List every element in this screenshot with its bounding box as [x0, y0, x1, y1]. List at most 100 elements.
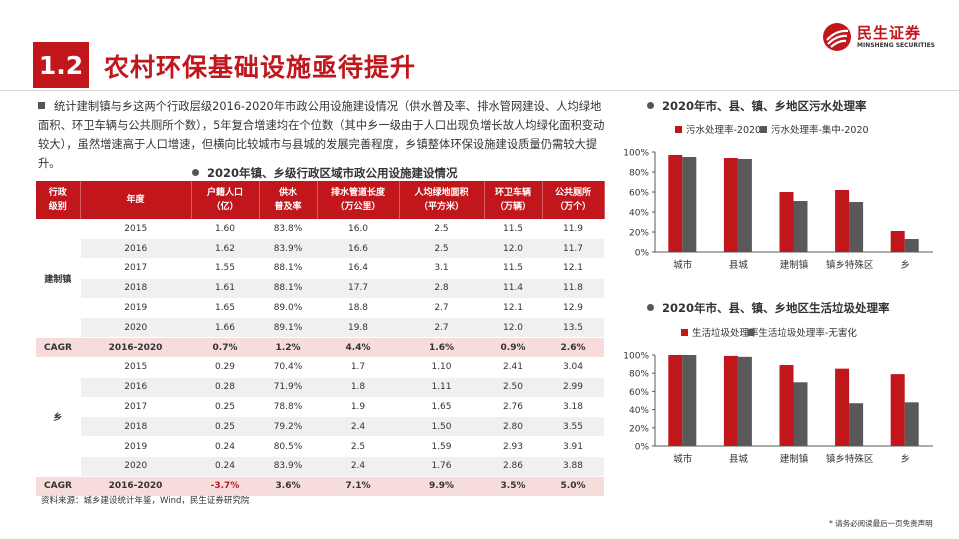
dot-bullet-icon: [192, 169, 199, 176]
table-cell: 89.1%: [259, 317, 317, 339]
legend-swatch: [675, 126, 682, 133]
table-header-text: 年度: [126, 195, 145, 205]
table-cell: 2.93: [484, 436, 542, 458]
chart1-title-text: 2020年市、县、镇、乡地区污水处理率: [662, 99, 867, 113]
bar: [779, 192, 794, 252]
table-cell: 1.55: [191, 258, 259, 279]
cagr-cell: 2.6%: [542, 337, 604, 359]
table-cell: 2017: [80, 397, 191, 418]
table-cell: 83.9%: [259, 238, 317, 260]
table-row: 2016 1.62 83.9% 16.6 2.5 12.0 11.7: [36, 238, 604, 260]
table-cell: 2015: [80, 219, 191, 240]
table-cell: 11.5: [484, 258, 542, 279]
table-cell: 0.28: [191, 377, 259, 398]
cagr-cell: -3.7%: [191, 476, 259, 497]
y-tick-label: 40%: [629, 406, 649, 416]
table-cell: 3.18: [542, 397, 604, 418]
table-row: 2016 0.28 71.9% 1.8 1.11 2.50 2.99: [36, 377, 604, 398]
intro-text: 统计建制镇与乡这两个行政层级2016-2020年市政公用设施建设情况（供水普及率…: [38, 100, 605, 170]
x-category-label: 县城: [729, 260, 749, 271]
table-cell: 3.88: [542, 456, 604, 477]
x-category-label: 城市: [673, 259, 693, 271]
legend-swatch: [760, 126, 767, 133]
y-tick-label: 20%: [629, 424, 649, 434]
sewage-treatment-chart: 污水处理率-2020 污水处理率-集中-2020 0% 20% 40% 60% 80% 100…: [623, 124, 933, 271]
x-category-label: 城市: [673, 453, 693, 465]
table-cell: 2.5: [399, 219, 484, 240]
table-header-text: （万公里）: [335, 202, 381, 212]
bar: [793, 201, 808, 252]
table-cell: 19.8: [317, 317, 399, 339]
table-cell: 1.59: [399, 436, 484, 458]
table-cell: 11.5: [484, 219, 542, 240]
table-cell: 2.5: [399, 238, 484, 260]
table-cell: 2.4: [317, 456, 399, 477]
cagr-cell: CAGR: [36, 337, 80, 359]
table-cell: 16.0: [317, 219, 399, 240]
table-row: 2018 1.61 88.1% 17.7 2.8 11.4 11.8: [36, 278, 604, 299]
bar: [668, 155, 683, 252]
table-row: 建制镇 2015 1.60 83.8% 16.0 2.5 11.5 11.9: [36, 219, 604, 339]
table-cell: 2.86: [484, 456, 542, 477]
y-tick-label: 60%: [629, 189, 649, 199]
table-cell: 2.76: [484, 397, 542, 418]
bar: [890, 231, 905, 252]
table-cell: 1.8: [317, 377, 399, 398]
table-cell: 2.5: [317, 436, 399, 458]
table-header-cell: 供水 普及率: [259, 181, 318, 219]
table-cell: 16.6: [317, 238, 399, 260]
x-category-label: 乡: [900, 260, 910, 271]
table-cell: 89.0%: [259, 298, 317, 319]
table-cell: 88.1%: [259, 258, 317, 279]
table-cell: 2020: [80, 317, 191, 339]
disclaimer-note: * 请务必阅读最后一页免责声明: [829, 519, 933, 528]
table-cell: 0.25: [191, 397, 259, 418]
table-cell: 12.0: [484, 317, 542, 339]
table-cell: 2019: [80, 436, 191, 458]
table-cell: 2018: [80, 278, 191, 299]
table-row: 2020 0.24 83.9% 2.4 1.76 2.86 3.88: [36, 456, 604, 477]
logo-text-cn: 民生证券: [857, 23, 922, 42]
bar: [682, 355, 697, 446]
table-cell: 2016: [80, 377, 191, 398]
bar: [737, 159, 752, 252]
section-number-badge: 1.2: [33, 42, 89, 88]
legend-label: 污水处理率-2020: [686, 124, 761, 136]
table-cell: 71.9%: [259, 377, 317, 398]
table-cell: 2.4: [317, 416, 399, 438]
table-header-row: 行政 级别 年度 户籍人口 （亿） 供水 普及率 排水管道长度 （万公里） 人均绿地面积 （平方米）…: [36, 181, 605, 219]
cagr-cell: 4.4%: [317, 337, 399, 359]
bar: [793, 382, 808, 446]
cagr-cell: 9.9%: [399, 476, 484, 497]
table-row: 2019 1.65 89.0% 18.8 2.7 12.1 12.9: [36, 298, 604, 319]
table-title: 2020年镇、乡级行政区域市政公用设施建设情况: [192, 165, 458, 181]
y-tick-label: 100%: [623, 352, 649, 362]
table-cell: 11.4: [484, 278, 542, 299]
table-cell: 18.8: [317, 298, 399, 319]
table-cell: 2015: [80, 357, 191, 378]
table-row: 2017 0.25 78.8% 1.9 1.65 2.76 3.18: [36, 397, 604, 418]
table-cell: 2.7: [399, 317, 484, 339]
minsheng-logo-icon: [823, 23, 851, 51]
table-header-cell: 公共厕所 （万个）: [542, 181, 605, 219]
header-divider: [0, 90, 959, 91]
logo-text-en: MINSHENG SECURITIES: [857, 41, 935, 49]
bar: [682, 157, 697, 252]
table-header-cell: 行政 级别: [36, 181, 81, 219]
x-category-label: 乡: [900, 454, 910, 465]
table-cell: 2.50: [484, 377, 542, 398]
table-cell: 11.9: [542, 219, 604, 240]
table-cell: 78.8%: [259, 397, 317, 418]
table-header-cell: 人均绿地面积 （平方米）: [399, 181, 485, 219]
chart2-title: 2020年市、县、镇、乡地区生活垃圾处理率: [647, 300, 890, 316]
table-row: 2019 0.24 80.5% 2.5 1.59 2.93 3.91: [36, 436, 604, 458]
bar: [835, 190, 850, 252]
table-cell: 0.29: [191, 357, 259, 378]
cagr-cell: 3.5%: [484, 476, 542, 497]
table-cell: 2019: [80, 298, 191, 319]
table-row: 2017 1.55 88.1% 16.4 3.1 11.5 12.1: [36, 258, 604, 279]
legend-swatch: [681, 329, 688, 336]
table-cell: 0.25: [191, 416, 259, 438]
bar: [723, 355, 738, 446]
y-tick-label: 80%: [629, 169, 649, 179]
